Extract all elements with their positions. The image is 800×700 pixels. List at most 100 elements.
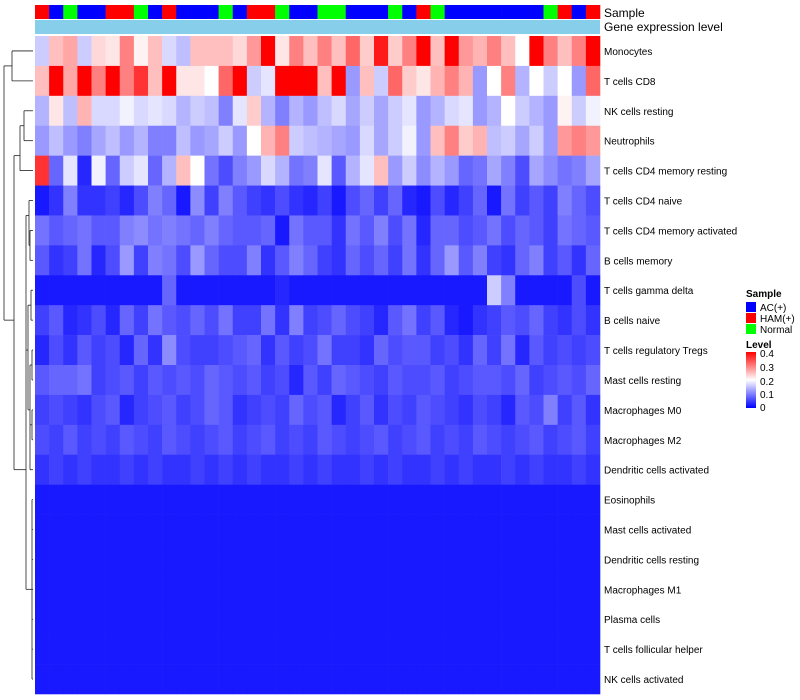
heatmap-cell	[543, 514, 558, 545]
heatmap-cell	[261, 574, 276, 605]
heatmap-cell	[543, 634, 558, 665]
heatmap-cell	[359, 215, 375, 246]
heatmap-cell	[444, 454, 460, 485]
heatmap-cell	[261, 245, 276, 276]
heatmap-cell	[543, 155, 558, 186]
heatmap-cell	[317, 185, 332, 216]
heatmap-cell	[204, 634, 219, 665]
heatmap-cell	[133, 275, 149, 306]
sample-annotation-cell	[402, 5, 417, 19]
heatmap-cell	[501, 454, 516, 485]
heatmap-cell	[232, 424, 248, 456]
heatmap-cell	[472, 125, 488, 156]
heatmap-cell	[77, 514, 92, 545]
heatmap-cell	[529, 514, 544, 545]
heatmap-cell	[430, 424, 445, 456]
heatmap-cell	[331, 544, 347, 575]
heatmap-cell	[91, 365, 106, 396]
heatmap-cell	[289, 424, 304, 456]
heatmap-cell	[275, 335, 290, 366]
heatmap-cell	[261, 125, 276, 156]
heatmap-cell	[49, 155, 64, 186]
heatmap-cell	[204, 394, 219, 426]
heatmap-cell	[501, 664, 516, 695]
heatmap-cell	[218, 514, 234, 545]
heatmap-cell	[444, 604, 460, 635]
heatmap-cell	[162, 484, 177, 515]
heatmap-cell	[190, 544, 205, 575]
heatmap-cell	[275, 664, 290, 695]
heatmap-cell	[515, 65, 530, 97]
heatmap-cell	[444, 365, 460, 396]
heatmap-cell	[374, 185, 389, 216]
sample-annotation-cell	[289, 5, 304, 19]
heatmap-cell	[359, 335, 375, 366]
heatmap-cell	[246, 125, 262, 156]
heatmap-cell	[105, 185, 121, 216]
heatmap-cell	[77, 424, 92, 456]
heatmap-cell	[105, 484, 121, 515]
heatmap-cell	[388, 275, 403, 306]
heatmap-cell	[176, 574, 191, 605]
legend-tick-0.2: 0.2	[760, 377, 774, 388]
heatmap-cell	[246, 275, 262, 306]
heatmap-cell	[162, 454, 177, 485]
heatmap-cell	[374, 155, 389, 186]
heatmap-cell	[388, 65, 403, 97]
heatmap-cell	[303, 245, 318, 276]
heatmap-cell	[402, 335, 417, 366]
heatmap-cell	[543, 454, 558, 485]
heatmap-cell	[557, 574, 573, 605]
heatmap-cell	[49, 574, 64, 605]
heatmap-cell	[444, 185, 460, 216]
sample-annotation-cell	[162, 5, 177, 19]
row-label: Mast cells activated	[604, 526, 691, 537]
heatmap-cell	[487, 215, 502, 246]
heatmap-cell	[232, 394, 248, 426]
heatmap-cell	[515, 125, 530, 156]
heatmap-cell	[557, 185, 573, 216]
heatmap-cell	[261, 185, 276, 216]
heatmap-cell	[218, 95, 234, 127]
heatmap-cell	[374, 514, 389, 545]
heatmap-cell	[91, 634, 106, 665]
heatmap-cell	[402, 155, 417, 186]
heatmap-cell	[487, 125, 502, 156]
heatmap-cell	[416, 305, 431, 336]
heatmap-cell	[430, 185, 445, 216]
heatmap-cell	[176, 125, 191, 156]
heatmap-cell	[261, 514, 276, 545]
heatmap-cell	[49, 424, 64, 456]
heatmap-cell	[148, 215, 163, 246]
heatmap-cell	[585, 185, 601, 216]
heatmap-cell	[345, 604, 361, 635]
sample-annotation-cell	[472, 5, 488, 19]
heatmap-cell	[345, 574, 361, 605]
heatmap-cell	[416, 155, 431, 186]
heatmap-cell	[571, 305, 587, 336]
heatmap-cell	[105, 574, 121, 605]
heatmap-cell	[303, 36, 318, 67]
heatmap-cell	[487, 664, 502, 695]
heatmap-cell	[105, 394, 121, 426]
heatmap-cell	[374, 365, 389, 396]
heatmap-cell	[148, 634, 163, 665]
heatmap-cell	[133, 604, 149, 635]
heatmap-cell	[105, 664, 121, 695]
heatmap-cell	[388, 394, 403, 426]
sample-annotation-cell	[585, 5, 601, 19]
heatmap-cell	[557, 454, 573, 485]
heatmap-cell	[444, 155, 460, 186]
row-label: T cells CD8	[604, 77, 656, 88]
heatmap-cell	[458, 514, 474, 545]
heatmap-cell	[444, 215, 460, 246]
heatmap-cell	[119, 514, 135, 545]
heatmap-cell	[416, 664, 431, 695]
heatmap-cell	[444, 544, 460, 575]
heatmap-cell	[275, 394, 290, 426]
heatmap-cell	[472, 484, 488, 515]
heatmap-cell	[91, 65, 106, 97]
heatmap-cell	[557, 36, 573, 67]
heatmap-cell	[218, 544, 234, 575]
heatmap-cell	[63, 275, 78, 306]
